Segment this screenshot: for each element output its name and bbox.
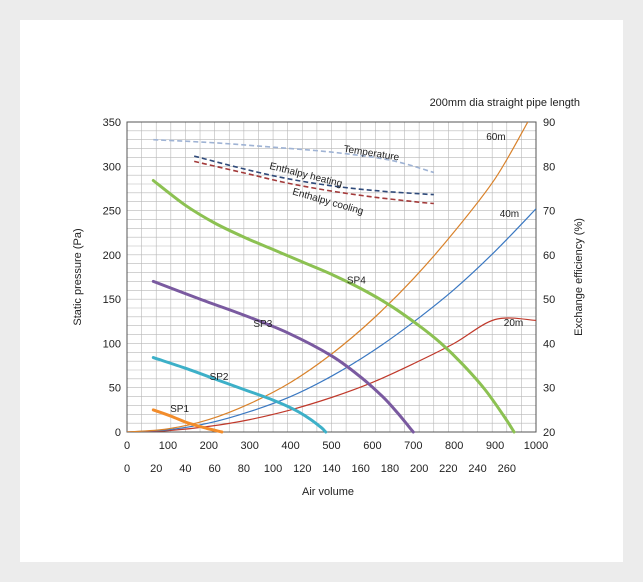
y2-tick-label: 60	[543, 250, 555, 262]
curve-label-60m: 60m	[486, 132, 505, 143]
y-tick-label: 50	[109, 383, 121, 395]
x2-tick-label: 120	[293, 463, 311, 475]
x-tick-label: 700	[404, 440, 422, 452]
x2-tick-label: 200	[410, 463, 428, 475]
x-tick-label: 1000	[524, 440, 548, 452]
x-tick-label: 800	[445, 440, 463, 452]
x2-tick-label: 220	[439, 463, 457, 475]
x-tick-label: 0	[124, 440, 130, 452]
y2-tick-label: 20	[543, 427, 555, 439]
y-axis-title: Static pressure (Pa)	[72, 228, 84, 325]
chart-title: 200mm dia straight pipe length	[430, 97, 580, 109]
fan-curve-sp2	[151, 356, 328, 434]
curve-label-sp4: SP4	[347, 276, 366, 287]
y-tick-label: 350	[103, 117, 121, 129]
x-tick-label: 400	[281, 440, 299, 452]
x2-tick-label: 260	[498, 463, 516, 475]
y-tick-label: 150	[103, 294, 121, 306]
y-tick-label: 300	[103, 161, 121, 173]
y2-tick-label: 50	[543, 294, 555, 306]
y-tick-label: 0	[115, 427, 121, 439]
chart-card: 200mm dia straight pipe length 0 50 100 150…	[20, 20, 623, 562]
curve-label-20m: 20m	[504, 318, 523, 329]
curve-label-sp2: SP2	[210, 372, 229, 383]
fan-curve-sp3	[151, 279, 415, 434]
x-tick-label: 100	[159, 440, 177, 452]
y-tick-label: 250	[103, 206, 121, 218]
y2-tick-label: 90	[543, 117, 555, 129]
x2-tick-label: 160	[352, 463, 370, 475]
efficiency-curve-temperature	[153, 138, 435, 174]
y-tick-label: 100	[103, 338, 121, 350]
fan-curve-sp4	[151, 179, 516, 434]
y-tick-label: 200	[103, 250, 121, 262]
efficiency-curve-enthalpy-cooling	[194, 160, 434, 205]
pressure-efficiency-chart: 200mm dia straight pipe length 0 50 100 150…	[72, 97, 585, 498]
x2-tick-label: 240	[468, 463, 486, 475]
x-axis-title: Air volume	[302, 486, 354, 498]
y2-tick-label: 30	[543, 383, 555, 395]
curve-label-sp1: SP1	[170, 404, 189, 415]
x2-tick-label: 60	[209, 463, 221, 475]
x-tick-label: 500	[322, 440, 340, 452]
x-tick-label: 900	[486, 440, 504, 452]
curve-label-temperature: Temperature	[343, 144, 401, 164]
pipe-curve-20m	[127, 317, 536, 432]
x2-tick-label: 0	[124, 463, 130, 475]
x-tick-label: 600	[363, 440, 381, 452]
pipe-curve-60m	[127, 122, 529, 432]
x2-tick-label: 180	[381, 463, 399, 475]
x2-tick-label: 40	[179, 463, 191, 475]
curve-label-sp3: SP3	[253, 319, 272, 330]
x2-tick-label: 100	[264, 463, 282, 475]
y2-axis-title: Exchange efficiency (%)	[573, 218, 585, 336]
grid	[126, 121, 537, 433]
efficiency-curve-enthalpy-heating	[194, 155, 434, 196]
curve-label-40m: 40m	[500, 209, 519, 220]
y2-tick-label: 80	[543, 161, 555, 173]
y2-tick-label: 70	[543, 206, 555, 218]
curves	[127, 122, 536, 434]
x2-tick-label: 20	[150, 463, 162, 475]
x-tick-label: 300	[241, 440, 259, 452]
x2-tick-label: 140	[322, 463, 340, 475]
x2-tick-label: 80	[238, 463, 250, 475]
plot-frame	[126, 121, 537, 433]
y2-tick-label: 40	[543, 338, 555, 350]
fan-curve-sp1	[151, 408, 224, 434]
x-tick-label: 200	[200, 440, 218, 452]
